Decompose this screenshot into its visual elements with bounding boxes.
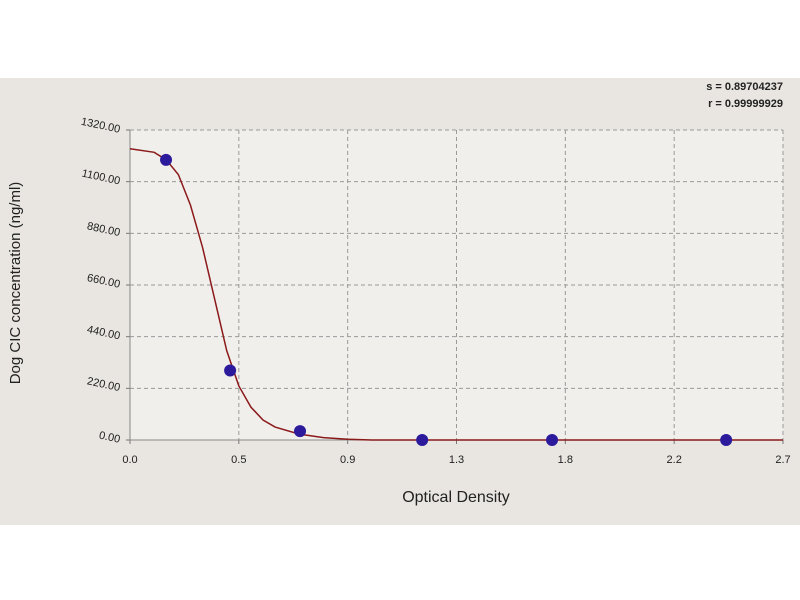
- x-tick-label: 2.7: [775, 454, 790, 466]
- data-point: [720, 434, 733, 446]
- data-point: [224, 364, 237, 377]
- x-tick-label: 1.8: [558, 454, 573, 466]
- data-point: [546, 434, 559, 446]
- y-axis-label: Dog CIC concentration (ng/ml): [7, 182, 24, 385]
- x-tick-label: 0.5: [231, 454, 246, 466]
- x-tick-label: 0.9: [340, 454, 355, 466]
- data-point: [160, 153, 173, 166]
- x-tick-label: 1.3: [449, 454, 464, 466]
- annotation: s = 0.89704237: [706, 81, 783, 93]
- fit-curve: [129, 148, 783, 441]
- data-point: [416, 434, 429, 446]
- annotation: r = 0.99999929: [708, 98, 783, 110]
- x-axis-label: Optical Density: [402, 489, 510, 506]
- data-point: [294, 425, 307, 438]
- x-tick-label: 2.2: [667, 454, 682, 466]
- x-tick-label: 0.0: [122, 454, 137, 466]
- y-tick-label: 0.00: [98, 430, 121, 446]
